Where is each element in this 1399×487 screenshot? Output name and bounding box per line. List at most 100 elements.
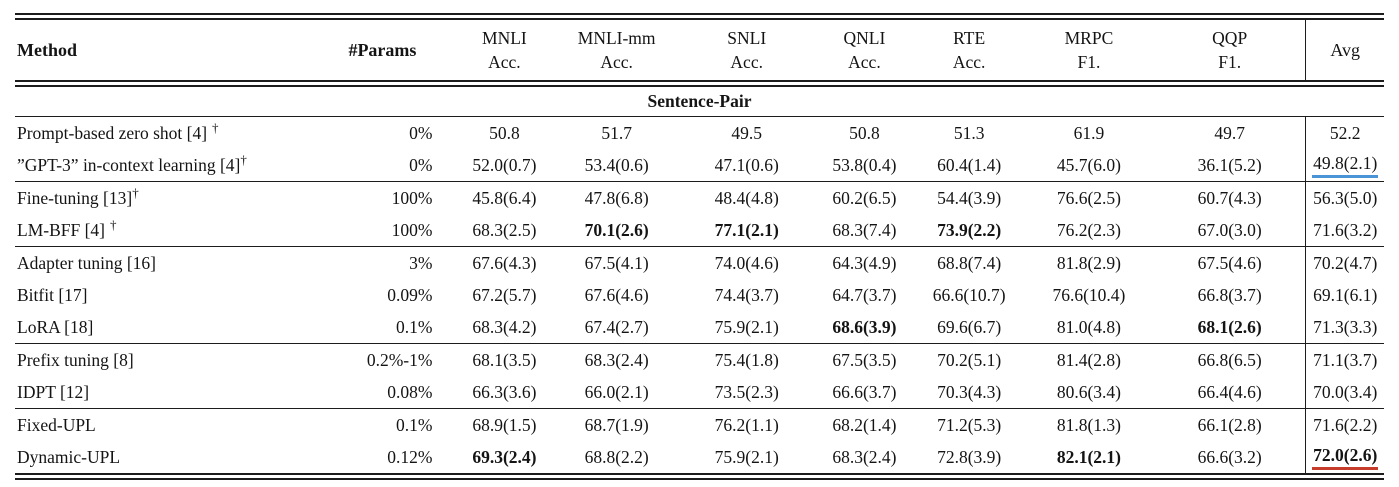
bench-header: QQP F1. xyxy=(1209,28,1250,73)
score-value: 82.1(2.1) xyxy=(1056,446,1121,467)
cell-rte: 70.3(4.3) xyxy=(914,376,1024,409)
table-row: Fine-tuning [13]† 100% 45.8(6.4) 47.8(6.8) 4… xyxy=(15,181,1384,215)
cell-mrpc: 81.8(1.3) xyxy=(1024,409,1154,442)
cell-mrpc: 61.9 xyxy=(1024,117,1154,150)
cell-rte: 69.6(6.7) xyxy=(914,311,1024,344)
score-value: 76.2(2.3) xyxy=(1056,219,1121,240)
score-value: 47.1(0.6) xyxy=(714,154,779,175)
params-cell: 0.1% xyxy=(396,414,433,435)
score-value: 67.6(4.3) xyxy=(472,252,537,273)
method-label: Prompt-based zero shot [4] xyxy=(17,122,208,143)
score-value: 76.6(10.4) xyxy=(1052,284,1126,305)
score-value: 66.0(2.1) xyxy=(584,381,649,402)
score-value: 68.6(3.9) xyxy=(832,316,897,337)
cell-mnli: 52.0(0.7) xyxy=(454,149,555,182)
score-value: 71.1(3.7) xyxy=(1313,349,1378,370)
score-value: 36.1(5.2) xyxy=(1197,154,1262,175)
table-row: Adapter tuning [16] 3% 67.6(4.3) 67.5(4.1) 7… xyxy=(15,246,1384,280)
score-value: 69.6(6.7) xyxy=(937,316,1002,337)
table-row: Prefix tuning [8] 0.2%-1% 68.1(3.5) 68.3(2.… xyxy=(15,343,1384,377)
params-cell: 0.12% xyxy=(387,446,433,467)
score-value: 45.7(6.0) xyxy=(1056,154,1121,175)
table-row: LoRA [18] 0.1% 68.3(4.2) 67.4(2.7) 75.9(2.1)… xyxy=(15,311,1384,344)
method-label: Fine-tuning [13] xyxy=(17,187,133,208)
score-value: 66.6(3.2) xyxy=(1197,446,1262,467)
method-label: Prefix tuning [8] xyxy=(17,349,134,370)
cell-mrpc: 76.6(10.4) xyxy=(1024,279,1154,311)
method-cell: Prompt-based zero shot [4] † xyxy=(15,117,324,150)
score-value: 68.3(7.4) xyxy=(832,219,897,240)
cell-mnli: 45.8(6.4) xyxy=(454,182,554,215)
score-value: 67.4(2.7) xyxy=(584,316,649,337)
method-label: LM-BFF [4] xyxy=(17,219,105,240)
score-value: 81.4(2.8) xyxy=(1056,349,1121,370)
table-header: Method #Params MNLI Acc. MNLI-mm Acc. xyxy=(15,16,1384,87)
cell-qnli: 64.7(3.7) xyxy=(814,279,914,311)
bench-header: MRPC F1. xyxy=(1062,28,1117,73)
cell-mnli: 68.3(2.5) xyxy=(454,214,555,247)
score-value: 81.8(2.9) xyxy=(1056,252,1121,273)
cell-mnli-mm: 67.5(4.1) xyxy=(554,247,679,280)
params-cell: 0% xyxy=(324,149,455,182)
score-value: 68.3(4.2) xyxy=(472,316,537,337)
score-value: 75.4(1.8) xyxy=(714,349,779,370)
cell-qqp: 36.1(5.2) xyxy=(1153,149,1306,182)
table-row: Dynamic-UPL 0.12% 69.3(2.4) 68.8(2.2) 75.9(2… xyxy=(15,441,1384,477)
col-header-params: #Params xyxy=(324,16,455,87)
table-row: Bitfit [17] 0.09% 67.2(5.7) 67.6(4.6) 74.4(3… xyxy=(15,279,1384,311)
cell-qnli: 68.6(3.9) xyxy=(814,311,915,344)
benchmark-results-table: Method #Params MNLI Acc. MNLI-mm Acc. xyxy=(15,13,1384,480)
score-value: 60.2(6.5) xyxy=(832,187,897,208)
score-value: 68.8(2.2) xyxy=(584,446,649,467)
table-row: ”GPT-3” in-context learning [4]† 0% 52.0(0… xyxy=(15,149,1384,182)
cell-qnli: 50.8 xyxy=(814,117,914,150)
bench-header: MNLI Acc. xyxy=(479,28,530,73)
bench-metric: F1. xyxy=(1218,51,1242,72)
score-value: 61.9 xyxy=(1073,122,1105,143)
bench-metric: Acc. xyxy=(600,51,633,72)
cell-snli: 49.5 xyxy=(679,117,815,150)
cell-snli: 73.5(2.3) xyxy=(678,376,815,409)
table-body: Sentence-Pair Prompt-based zero shot [4]… xyxy=(15,83,1384,477)
cell-rte: 70.2(5.1) xyxy=(914,344,1024,377)
cell-qqp: 66.8(6.5) xyxy=(1154,344,1306,377)
score-value: 67.5(4.1) xyxy=(584,252,649,273)
bench-name: MRPC xyxy=(1064,27,1114,48)
method-cell: LM-BFF [4] † xyxy=(15,214,325,247)
score-value: 68.3(2.5) xyxy=(472,219,537,240)
cell-qnli: 53.8(0.4) xyxy=(814,149,915,182)
score-value: 70.0(3.4) xyxy=(1313,381,1378,402)
cell-rte: 60.4(1.4) xyxy=(914,149,1024,182)
score-value: 74.0(4.6) xyxy=(714,252,779,273)
cell-avg: 70.0(3.4) xyxy=(1305,376,1384,409)
score-value: 68.3(2.4) xyxy=(584,349,649,370)
score-value: 67.5(3.5) xyxy=(832,349,897,370)
col-header-mnli-mm: MNLI-mm Acc. xyxy=(554,16,679,87)
method-cell: IDPT [12] xyxy=(15,376,325,409)
cell-mnli: 66.3(3.6) xyxy=(454,376,555,409)
cell-mnli: 50.8 xyxy=(454,117,554,150)
score-value: 52.0(0.7) xyxy=(472,154,537,175)
score-value: 73.9(2.2) xyxy=(937,219,1002,240)
cell-snli: 76.2(1.1) xyxy=(679,409,815,442)
score-value: 54.4(3.9) xyxy=(937,187,1002,208)
cell-rte: 68.8(7.4) xyxy=(914,247,1024,280)
col-header-rte: RTE Acc. xyxy=(914,16,1024,87)
score-value: 60.7(4.3) xyxy=(1197,187,1262,208)
bench-name: MNLI xyxy=(482,27,527,48)
bench-metric: Acc. xyxy=(730,51,763,72)
score-value: 67.5(4.6) xyxy=(1197,252,1262,273)
col-header-qnli: QNLI Acc. xyxy=(814,16,915,87)
score-value: 66.6(3.7) xyxy=(832,381,897,402)
score-value: 70.2(4.7) xyxy=(1313,252,1378,273)
params-cell: 0.08% xyxy=(324,376,455,409)
col-header-snli: SNLI Acc. xyxy=(678,16,815,87)
score-value: 71.6(3.2) xyxy=(1313,219,1378,240)
score-value: 71.2(5.3) xyxy=(937,414,1002,435)
cell-rte: 66.6(10.7) xyxy=(914,279,1024,311)
cell-mnli-mm: 68.3(2.4) xyxy=(554,344,679,377)
bench-metric: Acc. xyxy=(848,51,881,72)
cell-qnli: 66.6(3.7) xyxy=(814,376,915,409)
cell-rte: 73.9(2.2) xyxy=(914,214,1024,247)
cell-qqp: 67.5(4.6) xyxy=(1154,247,1306,280)
